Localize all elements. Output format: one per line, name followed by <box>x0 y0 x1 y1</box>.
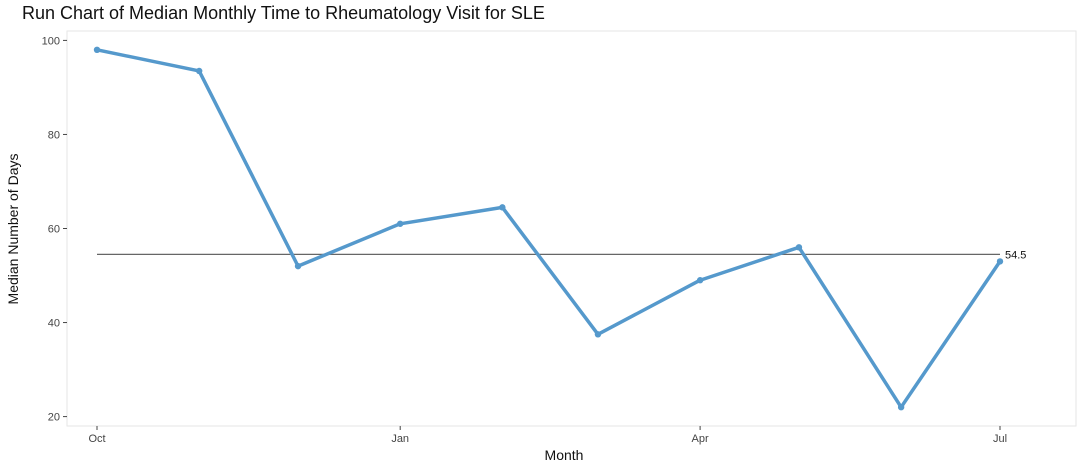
data-point <box>499 204 506 211</box>
data-point <box>996 258 1004 265</box>
y-tick-label: 100 <box>42 35 60 47</box>
x-tick-label: Jan <box>391 433 409 445</box>
y-tick-label: 60 <box>48 224 60 236</box>
series-line <box>95 48 1002 409</box>
data-point <box>294 262 302 270</box>
data-point <box>897 403 905 411</box>
panel-border <box>66 30 1077 427</box>
x-tick-label: Oct <box>88 433 105 445</box>
chart-title: Run Chart of Median Monthly Time to Rheu… <box>22 3 545 23</box>
y-tick-label: 20 <box>48 412 60 424</box>
data-point <box>195 67 203 75</box>
y-tick-label: 80 <box>48 129 60 141</box>
data-point <box>396 220 404 227</box>
y-axis-title: Median Number of Days <box>5 154 21 305</box>
x-axis-title: Month <box>545 447 584 463</box>
data-point <box>93 46 101 54</box>
data-point <box>594 331 602 338</box>
data-point <box>795 244 803 251</box>
x-tick-label: Apr <box>692 433 709 445</box>
x-tick-label: Jul <box>993 433 1007 445</box>
data-point <box>696 277 704 284</box>
median-label: 54.5 <box>1005 249 1026 261</box>
y-tick-label: 40 <box>48 318 60 330</box>
